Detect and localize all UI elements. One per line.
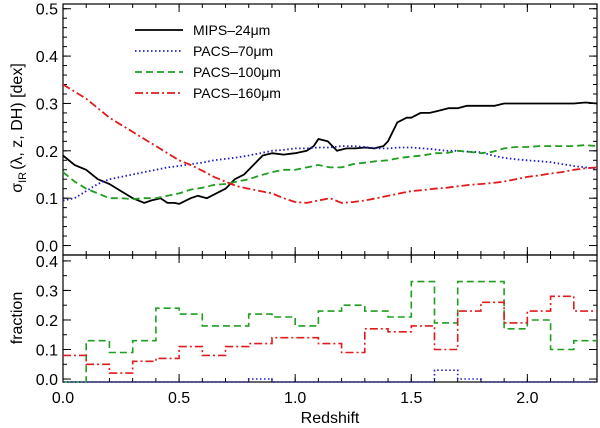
bottom-step-pacs-1 xyxy=(63,295,597,374)
legend-label-2: PACS–100μm xyxy=(193,64,281,80)
bottom-ytick-label: 0.3 xyxy=(36,283,58,300)
top-series-line-pacs-1 xyxy=(62,145,598,202)
legend: MIPS–24μm PACS–70μm PACS–100μm PACS–160μm xyxy=(135,22,281,101)
top-ytick-label: 0.5 xyxy=(36,2,58,19)
ylabel-sigma: σ xyxy=(9,183,26,193)
ylabel-subscript: IR xyxy=(17,172,29,183)
bottom-panel-frame xyxy=(62,254,598,383)
bottom-xtick-label: 2.0 xyxy=(516,390,538,407)
legend-label-3: PACS–160μm xyxy=(193,85,281,101)
bottom-axis-ticks: 0.0 0.1 0.2 0.3 0.4 0.0 0.5 1.0 1.5 2.0 xyxy=(36,254,597,407)
ylabel-rest: (λ, z, DH) [dex] xyxy=(9,63,26,170)
top-ytick-label: 0.2 xyxy=(36,144,58,161)
bottom-ytick-label: 0.4 xyxy=(36,254,58,271)
top-series-line-mips-0 xyxy=(62,101,598,205)
legend-label-1: PACS–70μm xyxy=(193,43,273,59)
top-series-line-pacs-2 xyxy=(62,144,598,201)
top-ytick-label: 0.1 xyxy=(36,191,58,208)
bottom-xtick-label: 1.0 xyxy=(284,390,306,407)
bottom-ytick-label: 0.1 xyxy=(36,343,58,360)
bottom-y-axis-label: fraction xyxy=(9,292,26,344)
top-series-group xyxy=(62,83,598,205)
top-ytick-label: 0.4 xyxy=(36,49,58,66)
x-axis-label: Redshift xyxy=(301,410,360,427)
bottom-xtick-label: 0.5 xyxy=(168,390,190,407)
top-ytick-label: 0.3 xyxy=(36,96,58,113)
bottom-xtick-label: 0.0 xyxy=(52,390,74,407)
top-y-axis-label: σIR (λ, z, DH) [dex] xyxy=(9,63,29,193)
bottom-ytick-label: 0.2 xyxy=(36,313,58,330)
bottom-ytick-label: 0.0 xyxy=(36,372,58,389)
bottom-step-pacs-2 xyxy=(63,369,597,383)
top-ytick-label: 0.0 xyxy=(36,239,58,256)
bottom-step-pacs-0 xyxy=(63,280,597,383)
bottom-xtick-label: 1.5 xyxy=(400,390,422,407)
bottom-series-group xyxy=(63,280,597,383)
top-panel-frame xyxy=(62,3,598,256)
top-series-line-pacs-3 xyxy=(62,83,598,204)
top-axis-ticks: 0.0 0.1 0.2 0.3 0.4 0.5 xyxy=(36,2,597,256)
legend-label-0: MIPS–24μm xyxy=(193,22,270,38)
